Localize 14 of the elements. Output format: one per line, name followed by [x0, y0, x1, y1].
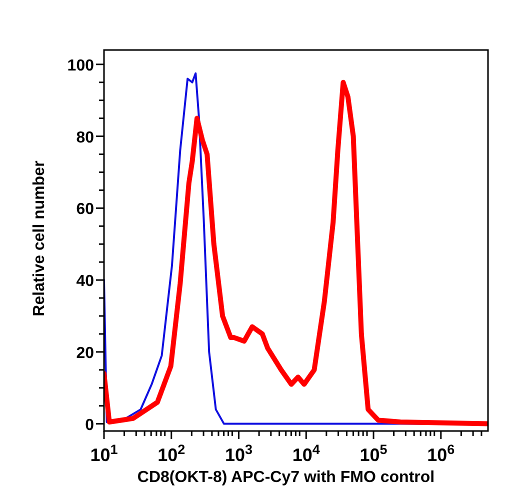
x-axis-title: CD8(OKT-8) APC-Cy7 with FMO control [137, 469, 435, 486]
x-tick-label: 10$^{1}$ [90, 442, 118, 465]
y-tick-label: 20 [76, 344, 94, 362]
x-tick-label: 10$^{6}$ [427, 442, 456, 465]
x-tick-label: 10$^{2}$ [158, 442, 186, 465]
y-tick-label: 100 [67, 57, 94, 74]
x-tick-label: 10$^{5}$ [360, 442, 388, 465]
y-tick-label: 60 [76, 201, 94, 218]
y-tick-label: 80 [76, 129, 94, 146]
y-axis-title: Relative cell number [31, 160, 48, 316]
x-tick-label: 10$^{3}$ [224, 442, 254, 465]
y-tick-label: 40 [76, 273, 94, 290]
x-tick-label: 10$^{4}$ [292, 442, 320, 465]
y-tick-label: 0 [85, 416, 94, 434]
